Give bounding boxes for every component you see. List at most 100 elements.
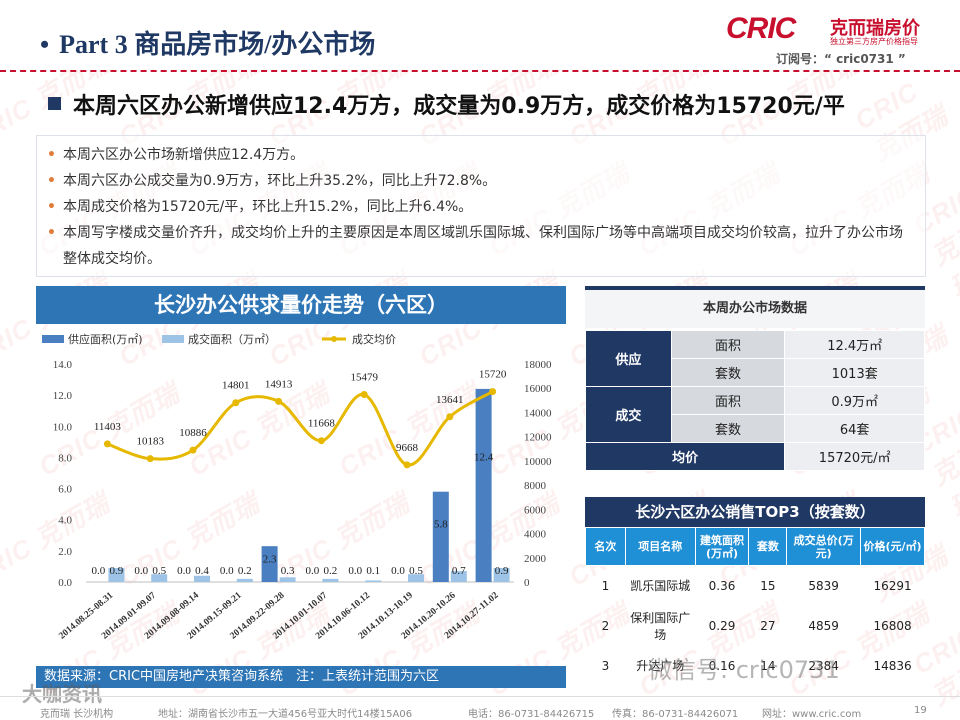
- deal-bar: [408, 574, 424, 582]
- bullet-icon: •: [47, 173, 56, 189]
- total-cell: 5839: [808, 578, 839, 593]
- deal-bar: [279, 577, 296, 582]
- footer-phone: 电话：86-0731-84426715: [468, 709, 595, 720]
- y-left-tick: 4.0: [58, 515, 72, 527]
- area-cell: 0.16: [708, 658, 736, 673]
- top3-table: 名次 项目名称 建筑面积(万㎡) 套数 成交总价(万元) 价格(元/㎡) 1 凯…: [585, 527, 925, 686]
- row-label: 面积: [670, 386, 786, 415]
- page-number: 19: [914, 705, 927, 716]
- y-left-tick: 8.0: [58, 452, 72, 464]
- deal-bar: [322, 578, 339, 582]
- top3-header-row: 名次 项目名称 建筑面积(万㎡) 套数 成交总价(万元) 价格(元/㎡): [585, 527, 925, 566]
- legend-label: 成交均价: [352, 332, 396, 346]
- summary-text: 本周六区办公市场新增供应12.4万方。: [63, 147, 305, 163]
- price-point: [146, 455, 154, 463]
- deal-data-label: 0.3: [281, 565, 295, 577]
- legend-marker: [331, 336, 337, 342]
- y-left-tick: 2.0: [58, 546, 72, 558]
- subscribe-id: 订阅号：“ cric0731 ”: [776, 52, 906, 66]
- summary-text: 本周成交价格为15720元/平，环比上升15.2%，同比上升6.4%。: [63, 199, 473, 215]
- deal-bar: [450, 571, 467, 582]
- deal-bar: [365, 580, 382, 582]
- bullet-icon: •: [47, 225, 56, 241]
- units-cell: 14: [760, 658, 776, 673]
- rank-cell: 1: [601, 578, 610, 593]
- price-point: [317, 437, 325, 445]
- row-value: 12.4万㎡: [784, 330, 925, 359]
- wechat-watermark: 微信号: cric0731: [648, 656, 840, 684]
- data-source-note: 数据来源：CRIC中国房地产决策咨询系统 注：上表统计范围为六区: [36, 666, 566, 688]
- row-value: 1013套: [784, 358, 925, 387]
- y-right-tick: 10000: [524, 456, 552, 468]
- row-value: 64套: [784, 414, 925, 443]
- col-header: 成交总价(万元): [786, 527, 862, 566]
- price-point: [446, 413, 454, 421]
- deal-bar: [108, 567, 125, 582]
- footer-divider: [0, 696, 960, 697]
- price-point: [232, 399, 240, 407]
- logo-text: CRIC: [726, 12, 796, 45]
- price-data-label: 14801: [222, 380, 250, 392]
- table-row: 均价 15720元/㎡: [584, 442, 925, 471]
- summary-box: • 本周六区办公市场新增供应12.4万方。 • 本周六区办公成交量为0.9万方，环比…: [36, 135, 926, 277]
- row-value: 0.9万㎡: [784, 386, 925, 415]
- project-cell: 升达广场: [636, 659, 685, 673]
- summary-item: • 本周成交价格为15720元/平，环比上升15.2%，同比上升6.4%。: [47, 194, 913, 220]
- logo-cn-text: 克而瑞房价: [830, 18, 920, 39]
- cric-logo: CRIC 克而瑞房价 独立第三方房产价格指导: [726, 12, 926, 46]
- price-cell: 16291: [873, 578, 912, 593]
- price-cell: 14836: [873, 658, 912, 673]
- chart-title: 长沙办公供求量价走势（六区）: [36, 286, 566, 324]
- project-cell: 凯乐国际城: [630, 579, 691, 594]
- deal-bar: [493, 567, 510, 582]
- footer-address: 地址：湖南省长沙市五一大道456号亚大时代14楼15A06: [158, 709, 413, 720]
- deal-data-label: 0.7: [452, 565, 466, 577]
- footer-website: 网址：www.cric.com: [762, 709, 862, 720]
- footer-fax: 传真：86-0731-84426071: [612, 709, 739, 720]
- page-title: • Part 3 商品房市场/办公市场: [40, 24, 375, 61]
- price-data-label: 9668: [396, 442, 419, 454]
- legend-swatch: [162, 335, 184, 343]
- legend-swatch: [42, 335, 64, 343]
- price-volume-chart: 供应面积(万㎡) 成交面积（万㎡） 成交均价 0.0 2.0 4.0 6.0 8.0 10.0 1…: [42, 332, 552, 642]
- y-left-tick: 12.0: [53, 390, 73, 402]
- supply-data-label: 0.0: [348, 565, 362, 577]
- avg-price-label: 均价: [584, 442, 786, 471]
- table-row: 1 凯乐国际城 0.36 15 5839 16291: [586, 566, 925, 606]
- y-right-tick: 0: [524, 577, 530, 589]
- deal-data-label: 0.5: [409, 565, 423, 577]
- area-cell: 0.29: [708, 618, 736, 633]
- row-label: 面积: [670, 330, 786, 359]
- supply-data-label: 2.3: [263, 554, 277, 566]
- price-point: [403, 461, 411, 469]
- price-data-label: 14913: [265, 378, 293, 390]
- footer-org: 克而瑞 长沙机构: [40, 709, 114, 720]
- price-data-label: 10886: [179, 427, 207, 439]
- y-left-tick: 6.0: [58, 484, 72, 496]
- corner-watermark: 大咖资讯: [22, 682, 102, 706]
- avg-price-value: 15720元/㎡: [784, 442, 925, 471]
- summary-text: 本周六区办公成交量为0.9万方，环比上升35.2%，同比上升72.8%。: [63, 173, 497, 189]
- table-row: 2 保利国际广场 0.29 27 4859 16808: [586, 606, 925, 646]
- deal-data-label: 0.9: [110, 565, 124, 577]
- col-header: 价格(元/㎡): [860, 527, 925, 566]
- chart-area: 供应面积(万㎡) 成交面积（万㎡） 成交均价 0.0 2.0 4.0 6.0 8.0 10.0 1…: [36, 326, 566, 664]
- deal-data-label: 0.2: [238, 565, 252, 577]
- price-data-label: 11403: [94, 421, 122, 433]
- table-row: 3 升达广场 0.16 14 2384 14836: [586, 646, 925, 686]
- units-cell: 15: [760, 578, 776, 593]
- y-right-tick: 8000: [524, 480, 547, 492]
- table-row: 成交 面积 0.9万㎡: [585, 386, 925, 443]
- price-data-label: 11668: [308, 418, 336, 430]
- table-row: 套数 1013套: [586, 358, 925, 387]
- legend-label: 成交面积（万㎡）: [188, 332, 276, 346]
- supply-bar: [475, 388, 492, 582]
- table-row: 套数 64套: [586, 414, 925, 443]
- y-right-tick: 12000: [524, 432, 552, 444]
- price-cell: 16808: [873, 618, 912, 633]
- headline-text: 本周六区办公新增供应12.4万方，成交量为0.9万方，成交价格为15720元/平: [73, 94, 845, 119]
- deal-bar: [236, 578, 253, 582]
- price-point: [489, 388, 497, 396]
- headline-square-icon: [48, 97, 61, 110]
- price-data-label: 15479: [350, 372, 378, 384]
